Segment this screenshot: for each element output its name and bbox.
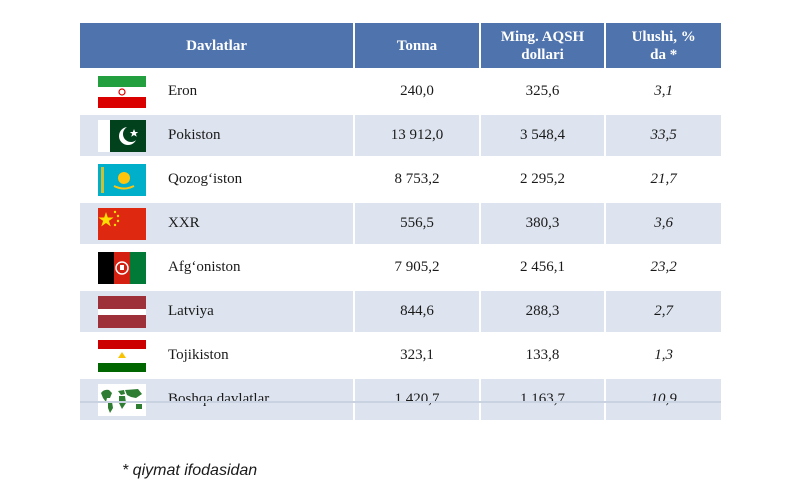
iran-flag: [98, 75, 146, 108]
country-name: XXR: [168, 215, 200, 231]
cell-share: 21,7: [650, 171, 677, 187]
header-share: Ulushi, % da *: [606, 23, 721, 68]
cell-usd: 2 456,1: [481, 247, 607, 288]
china-flag: [98, 207, 146, 240]
country-name: Eron: [168, 83, 198, 99]
table-row: Afg‘oniston 7 905,2 2 456,1 23,2: [80, 247, 721, 291]
kazakhstan-flag: [98, 163, 146, 196]
cell-country: XXR: [80, 203, 356, 244]
cell-country: Tojikiston: [80, 335, 356, 376]
afghanistan-flag: [98, 251, 146, 284]
cell-tonnes: 844,6: [355, 291, 481, 332]
table-row: Tojikiston 323,1 133,8 1,3: [80, 335, 721, 379]
table-row: Pokiston 13 912,0 3 548,4 33,5: [80, 115, 721, 159]
pakistan-flag: [98, 119, 146, 152]
country-name: Boshqa davlatlar: [168, 391, 270, 407]
cell-share: 3,1: [654, 83, 674, 99]
cell-share: 23,2: [650, 259, 677, 275]
cell-country: Qozog‘iston: [80, 159, 356, 200]
cell-share: 3,6: [654, 215, 674, 231]
cell-usd: 2 295,2: [481, 159, 607, 200]
cell-usd: 325,6: [481, 71, 607, 112]
table-header: Davlatlar Tonna Ming. AQSH dollari Ulush…: [80, 23, 721, 71]
country-name: Qozog‘iston: [168, 171, 243, 187]
tajikistan-flag: [98, 339, 146, 372]
table-row: Qozog‘iston 8 753,2 2 295,2 21,7: [80, 159, 721, 203]
cell-tonnes: 8 753,2: [355, 159, 481, 200]
country-name: Pokiston: [168, 127, 221, 143]
cell-share: 10,9: [650, 391, 677, 407]
table-row: Eron 240,0 325,6 3,1: [80, 71, 721, 115]
cell-country: Eron: [80, 71, 356, 112]
cell-usd: 288,3: [481, 291, 607, 332]
footnote: * qiymat ifodasidan: [122, 462, 258, 479]
cell-usd: 133,8: [481, 335, 607, 376]
cell-tonnes: 240,0: [355, 71, 481, 112]
cell-share: 1,3: [654, 347, 674, 363]
header-share-text: Ulushi, % da *: [631, 28, 696, 63]
latvia-flag: [98, 295, 146, 328]
table-row: Latviya 844,6 288,3 2,7: [80, 291, 721, 335]
country-name: Afg‘oniston: [168, 259, 241, 275]
table-row: XXR 556,5 380,3 3,6: [80, 203, 721, 247]
cell-usd: 380,3: [481, 203, 607, 244]
header-usd-text: Ming. AQSH dollari: [500, 28, 585, 63]
cell-country: Latviya: [80, 291, 356, 332]
cell-country: Pokiston: [80, 115, 356, 156]
cell-tonnes: 13 912,0: [355, 115, 481, 156]
header-usd: Ming. AQSH dollari: [481, 23, 607, 68]
world-map-icon: [98, 383, 146, 416]
cell-tonnes: 1 420,7: [355, 379, 481, 420]
export-table: Davlatlar Tonna Ming. AQSH dollari Ulush…: [80, 23, 721, 423]
cell-country: Afg‘oniston: [80, 247, 356, 288]
cell-country: Boshqa davlatlar: [80, 379, 356, 420]
cell-usd: 3 548,4: [481, 115, 607, 156]
cell-tonnes: 323,1: [355, 335, 481, 376]
cell-share: 2,7: [654, 303, 674, 319]
country-name: Tojikiston: [168, 347, 229, 363]
country-name: Latviya: [168, 303, 214, 319]
header-tonnes: Tonna: [355, 23, 481, 68]
cell-usd: 1 163,7: [481, 379, 607, 420]
header-country: Davlatlar: [80, 23, 356, 68]
cell-tonnes: 556,5: [355, 203, 481, 244]
table-bottom-border: [80, 401, 721, 403]
cell-share: 33,5: [650, 127, 677, 143]
cell-tonnes: 7 905,2: [355, 247, 481, 288]
